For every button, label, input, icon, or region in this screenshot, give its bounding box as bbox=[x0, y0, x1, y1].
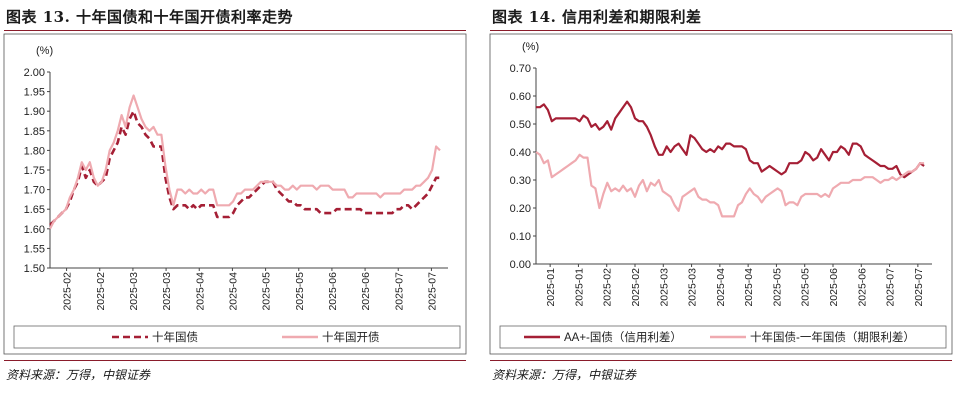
legend-label: 十年国债-一年国债（期限利差） bbox=[750, 330, 915, 344]
x-tick-label: 2025-03 bbox=[687, 268, 699, 307]
x-tick-label: 2025-07 bbox=[393, 272, 405, 311]
legend-label: AA+-国债（信用利差） bbox=[564, 330, 682, 344]
y-tick-label: 1.75 bbox=[24, 165, 45, 177]
x-tick-label: 2025-02 bbox=[602, 268, 614, 307]
series-line-2 bbox=[535, 151, 925, 218]
x-tick-label: 2025-07 bbox=[913, 268, 925, 307]
y-axis-unit-label: (%) bbox=[522, 41, 539, 53]
x-tick-label: 2025-05 bbox=[294, 272, 306, 311]
y-tick-label: 0.20 bbox=[510, 203, 531, 215]
x-tick-label: 2025-05 bbox=[800, 268, 812, 307]
x-tick-label: 2025-05 bbox=[261, 272, 273, 311]
y-tick-label: 0.50 bbox=[510, 119, 531, 131]
x-tick-label: 2025-04 bbox=[715, 268, 727, 307]
spread-chart: (%) 0.70 0.60 0.50 0.40 0.30 0.20 0.10 0.00 2025-… bbox=[489, 33, 953, 355]
legend-label: 十年国债 bbox=[152, 330, 198, 344]
x-tick-label: 2025-01 bbox=[545, 268, 557, 307]
bond-yield-chart: (%) 2.00 1.95 1.90 1.85 1.80 1.75 1.70 1.65 1.60 1… bbox=[3, 33, 467, 355]
y-tick-label: 1.55 bbox=[24, 243, 45, 255]
legend-box bbox=[13, 325, 461, 349]
x-tick-label: 2025-03 bbox=[658, 268, 670, 307]
x-tick-label: 2025-07 bbox=[885, 268, 897, 307]
x-tick-label: 2025-02 bbox=[62, 272, 74, 311]
x-tick-label: 2025-06 bbox=[856, 268, 868, 307]
x-tick-label: 2025-06 bbox=[327, 272, 339, 311]
source-note: 资料来源：万得，中银证券 bbox=[492, 368, 637, 382]
series-line-1 bbox=[536, 100, 925, 179]
y-tick-label: 0.30 bbox=[510, 175, 531, 187]
y-tick-label: 0.60 bbox=[510, 91, 531, 103]
source-rule bbox=[4, 360, 466, 361]
series-line-1 bbox=[49, 109, 440, 226]
x-tick-label: 2025-04 bbox=[194, 272, 206, 311]
y-tick-label: 1.50 bbox=[24, 263, 45, 275]
x-tick-label: 2025-07 bbox=[426, 272, 438, 311]
title-rule bbox=[4, 30, 466, 31]
chart-frame bbox=[489, 33, 953, 355]
y-tick-label: 0.00 bbox=[510, 259, 531, 271]
y-tick-label: 1.90 bbox=[24, 106, 45, 118]
y-tick-label: 0.40 bbox=[510, 147, 531, 159]
x-tick-label: 2025-03 bbox=[128, 272, 140, 311]
x-tick-label: 2025-04 bbox=[227, 272, 239, 311]
figure-14-panel: 图表 14. 信用利差和期限利差 (%) 0.70 0.60 0.50 0.40 0.30… bbox=[486, 0, 956, 406]
source-rule bbox=[490, 360, 952, 361]
y-tick-label: 1.70 bbox=[24, 185, 45, 197]
y-tick-label: 0.10 bbox=[510, 231, 531, 243]
figure-title: 图表 14. 信用利差和期限利差 bbox=[492, 8, 702, 26]
figure-13-panel: 图表 13. 十年国债和十年国开债利率走势 (%) 2.00 1.95 1.90 1.8… bbox=[0, 0, 470, 406]
x-tick-label: 2025-04 bbox=[743, 268, 755, 307]
y-tick-label: 1.95 bbox=[24, 87, 45, 99]
x-tick-label: 2025-02 bbox=[95, 272, 107, 311]
title-rule bbox=[490, 30, 952, 31]
y-tick-label: 1.60 bbox=[24, 224, 45, 236]
x-tick-label: 2025-05 bbox=[771, 268, 783, 307]
series-line-2 bbox=[49, 94, 441, 230]
x-tick-label: 2025-01 bbox=[573, 268, 585, 307]
x-tick-label: 2025-06 bbox=[828, 268, 840, 307]
x-tick-label: 2025-03 bbox=[161, 272, 173, 311]
y-tick-label: 2.00 bbox=[24, 67, 45, 79]
x-tick-label: 2025-02 bbox=[630, 268, 642, 307]
chart-frame bbox=[3, 33, 467, 355]
source-note: 资料来源：万得，中银证券 bbox=[6, 368, 151, 382]
x-tick-label: 2025-06 bbox=[360, 272, 372, 311]
y-tick-label: 1.80 bbox=[24, 145, 45, 157]
y-tick-label: 0.70 bbox=[510, 63, 531, 75]
y-tick-label: 1.85 bbox=[24, 126, 45, 138]
figure-title: 图表 13. 十年国债和十年国开债利率走势 bbox=[6, 8, 294, 26]
y-tick-label: 1.65 bbox=[24, 204, 45, 216]
y-axis-unit-label: (%) bbox=[36, 45, 53, 57]
legend-label: 十年国开债 bbox=[322, 330, 380, 344]
legend-box bbox=[499, 325, 947, 349]
